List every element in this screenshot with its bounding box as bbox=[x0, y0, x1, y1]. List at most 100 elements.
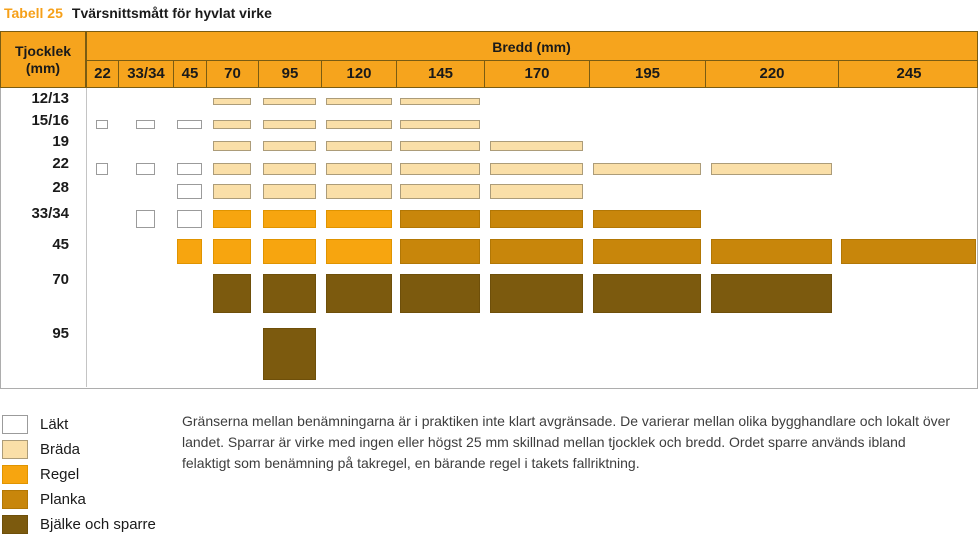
timber-cell-33/34x33/34-lakt bbox=[136, 210, 155, 229]
col-header-70: 70 bbox=[224, 65, 241, 82]
header-divider bbox=[86, 60, 977, 61]
timber-cell-22x95-brada bbox=[263, 163, 316, 176]
timber-cell-15/16x70-brada bbox=[212, 120, 252, 129]
legend-swatch-brada bbox=[2, 440, 28, 459]
timber-cell-28x145-brada bbox=[400, 184, 480, 200]
timber-dimension-table: Tjocklek (mm) Bredd (mm) 22 33/34 45 70 95 12… bbox=[0, 31, 978, 389]
row-axis-header-line1: Tjocklek bbox=[14, 42, 72, 59]
col-header-245: 245 bbox=[896, 65, 922, 82]
header-separator bbox=[86, 32, 87, 87]
timber-cell-15/16x95-brada bbox=[263, 120, 316, 129]
timber-cell-95x95-bjalke bbox=[263, 328, 316, 381]
col-header-195: 195 bbox=[634, 65, 661, 82]
timber-cell-12/13x120-brada bbox=[325, 98, 392, 105]
legend-swatch-regel bbox=[2, 465, 28, 484]
row-axis-header: Tjocklek (mm) bbox=[1, 32, 86, 87]
header-separator bbox=[321, 60, 322, 87]
legend-item-lakt: Läkt bbox=[2, 415, 156, 434]
timber-cell-15/16x22-lakt bbox=[95, 120, 109, 129]
header-separator bbox=[118, 60, 119, 87]
timber-cell-45x245-planka bbox=[841, 239, 976, 264]
timber-cell-22x33/34-lakt bbox=[136, 163, 155, 176]
timber-cell-70x70-bjalke bbox=[212, 274, 252, 313]
legend-label-regel: Regel bbox=[40, 466, 80, 483]
timber-cell-22x120-brada bbox=[325, 163, 392, 176]
timber-cell-15/16x33/34-lakt bbox=[136, 120, 155, 129]
legend-swatch-bjalke bbox=[2, 515, 28, 534]
col-header-145: 145 bbox=[427, 65, 454, 82]
col-header-45: 45 bbox=[181, 65, 199, 82]
header-separator bbox=[838, 60, 839, 87]
timber-cell-70x170-bjalke bbox=[489, 274, 584, 313]
timber-cell-33/34x195-planka bbox=[593, 210, 701, 229]
table-body: 12/13 15/16 19 22 28 33/34 45 70 95 bbox=[0, 88, 978, 389]
timber-cell-15/16x145-brada bbox=[400, 120, 480, 129]
timber-cell-28x95-brada bbox=[263, 184, 316, 200]
legend-label-lakt: Läkt bbox=[40, 416, 69, 433]
legend-label-bjalke: Bjälke och sparre bbox=[40, 516, 156, 533]
timber-cell-70x195-bjalke bbox=[593, 274, 701, 313]
header-separator bbox=[258, 60, 259, 87]
timber-cell-22x195-brada bbox=[593, 163, 701, 176]
row-label-22: 22 bbox=[52, 155, 69, 172]
timber-cell-33/34x120-regel bbox=[325, 210, 392, 229]
legend: Läkt Bräda Regel Planka Bjälke och sparre bbox=[2, 415, 156, 536]
timber-cell-45x70-regel bbox=[212, 239, 252, 264]
header-separator bbox=[396, 60, 397, 87]
timber-cell-12/13x70-brada bbox=[212, 98, 252, 105]
timber-cell-33/34x45-lakt bbox=[177, 210, 202, 229]
timber-cell-45x195-planka bbox=[593, 239, 701, 264]
legend-item-planka: Planka bbox=[2, 490, 156, 509]
header-separator bbox=[206, 60, 207, 87]
table-title-text: Tvärsnittsmått för hyvlat virke bbox=[71, 5, 272, 21]
table-header: Tjocklek (mm) Bredd (mm) 22 33/34 45 70 95 12… bbox=[0, 31, 978, 88]
legend-swatch-planka bbox=[2, 490, 28, 509]
timber-cell-70x95-bjalke bbox=[263, 274, 316, 313]
row-label-45: 45 bbox=[52, 236, 69, 253]
timber-cell-22x70-brada bbox=[212, 163, 252, 176]
timber-cell-19x95-brada bbox=[263, 141, 316, 152]
row-label-95: 95 bbox=[52, 325, 69, 342]
timber-cell-22x170-brada bbox=[489, 163, 584, 176]
timber-cell-70x145-bjalke bbox=[400, 274, 480, 313]
timber-cell-15/16x45-lakt bbox=[177, 120, 202, 129]
timber-cell-70x120-bjalke bbox=[325, 274, 392, 313]
row-label-19: 19 bbox=[52, 133, 69, 150]
header-separator bbox=[173, 60, 174, 87]
timber-cell-12/13x145-brada bbox=[400, 98, 480, 105]
legend-item-brada: Bräda bbox=[2, 440, 156, 459]
legend-item-regel: Regel bbox=[2, 465, 156, 484]
timber-cell-45x220-planka bbox=[711, 239, 832, 264]
row-label-33/34: 33/34 bbox=[31, 205, 69, 222]
legend-label-planka: Planka bbox=[40, 491, 86, 508]
col-header-33/34: 33/34 bbox=[127, 65, 165, 82]
legend-swatch-lakt bbox=[2, 415, 28, 434]
col-header-95: 95 bbox=[281, 65, 299, 82]
legend-label-brada: Bräda bbox=[40, 441, 81, 458]
timber-cell-22x22-lakt bbox=[95, 163, 109, 176]
timber-cell-28x70-brada bbox=[212, 184, 252, 200]
timber-cell-45x45-regel bbox=[177, 239, 202, 264]
row-label-70: 70 bbox=[52, 271, 69, 288]
timber-cell-45x145-planka bbox=[400, 239, 480, 264]
timber-cell-45x170-planka bbox=[489, 239, 584, 264]
col-header-220: 220 bbox=[759, 65, 785, 82]
explanatory-note: Gränserna mellan benämningarna är i prak… bbox=[182, 413, 951, 471]
timber-cell-28x120-brada bbox=[325, 184, 392, 200]
row-axis-header-line2: (mm) bbox=[25, 59, 61, 76]
table-title: Tabell 25 Tvärsnittsmått för hyvlat virke bbox=[4, 5, 272, 21]
timber-cell-22x145-brada bbox=[400, 163, 480, 176]
table-number: Tabell 25 bbox=[4, 5, 63, 21]
header-separator bbox=[589, 60, 590, 87]
timber-cell-19x145-brada bbox=[400, 141, 480, 152]
timber-cell-19x120-brada bbox=[325, 141, 392, 152]
timber-cell-70x220-bjalke bbox=[711, 274, 832, 313]
col-axis-header: Bredd (mm) bbox=[492, 39, 571, 55]
timber-cell-28x45-lakt bbox=[177, 184, 202, 200]
timber-cell-22x45-lakt bbox=[177, 163, 202, 176]
timber-cell-33/34x145-planka bbox=[400, 210, 480, 229]
row-label-28: 28 bbox=[52, 179, 69, 196]
header-separator bbox=[484, 60, 485, 87]
timber-cell-22x220-brada bbox=[711, 163, 832, 176]
row-label-12/13: 12/13 bbox=[31, 90, 69, 107]
